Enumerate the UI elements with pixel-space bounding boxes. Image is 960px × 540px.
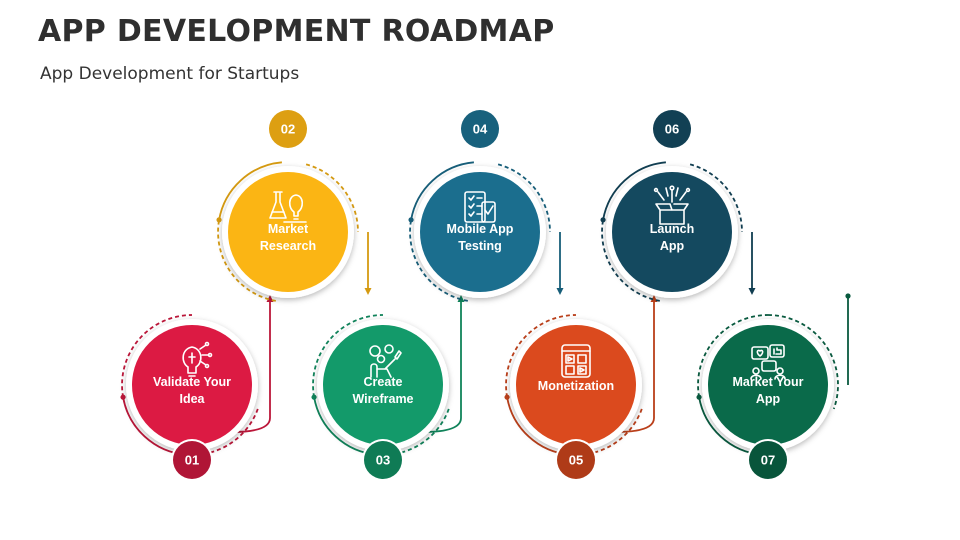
dashed-arc (767, 314, 839, 410)
step-label: Idea (179, 392, 205, 406)
step-02: Market Research 02 (222, 108, 354, 298)
arrow-head (364, 288, 372, 295)
step-label: Monetization (538, 379, 614, 393)
step-05: Monetization 05 (510, 319, 642, 481)
step-number: 06 (665, 122, 679, 137)
solid-arc (602, 161, 666, 220)
dashed-arc (305, 163, 359, 233)
arc-dot (120, 394, 126, 400)
step-circle (420, 172, 540, 292)
dashed-arc (497, 163, 551, 233)
dashed-arc (121, 314, 193, 398)
solid-arc (410, 161, 474, 220)
arc-dot (845, 293, 851, 299)
step-number-badge (557, 441, 595, 479)
page-title: APP DEVELOPMENT ROADMAP (38, 14, 555, 49)
social-media-icon (750, 344, 786, 380)
dashed-arc (588, 408, 643, 455)
arc-dot (600, 217, 606, 223)
step-number: 03 (376, 453, 390, 468)
step-number: 01 (185, 453, 199, 468)
arc-dot (696, 394, 702, 400)
dashed-arc (505, 314, 577, 398)
arc-dot (311, 394, 317, 400)
arrow-head (650, 295, 658, 302)
dashed-arc (395, 408, 450, 455)
arrow-head (748, 288, 756, 295)
step-label: Research (260, 239, 316, 253)
launch-box-icon (653, 185, 691, 225)
step-circle (708, 325, 828, 445)
step-circle (612, 172, 732, 292)
step-label: App (756, 392, 781, 406)
dashed-arc (697, 314, 769, 398)
arc-dot (504, 394, 510, 400)
step-04: Mobile App Testing 04 (414, 108, 546, 298)
step-label: Wireframe (352, 392, 413, 406)
step-number: 05 (569, 453, 583, 468)
step-circle (132, 325, 252, 445)
arc-dot (408, 217, 414, 223)
step-number: 04 (473, 122, 488, 137)
step-label: Testing (458, 239, 502, 253)
step-label: Mobile App (447, 222, 514, 236)
checklist-test-icon (464, 191, 496, 223)
page-subtitle: App Development for Startups (40, 64, 300, 84)
lab-flask-bulb-icon (269, 191, 307, 223)
step-number-badge (461, 110, 499, 148)
step-label: Create (364, 375, 403, 389)
step-label: Market Your (732, 375, 803, 389)
step-06: Launch App 06 (606, 108, 738, 298)
arc-dot (216, 217, 222, 223)
step-label: Market (268, 222, 309, 236)
dashed-arc (312, 314, 384, 398)
step-number: 07 (761, 453, 775, 468)
step-number-badge (173, 441, 211, 479)
step-03: Create Wireframe 03 (317, 319, 449, 481)
step-number-badge (269, 110, 307, 148)
dashed-arc (689, 163, 743, 233)
solid-arc (218, 161, 282, 220)
step-circle (228, 172, 348, 292)
step-04-connector (408, 161, 564, 302)
step-label: App (660, 239, 685, 253)
step-06-connector (600, 161, 756, 302)
step-circle (516, 325, 636, 445)
step-number: 02 (281, 122, 295, 137)
step-01: Validate Your Idea 01 (126, 319, 258, 481)
step-02-connector (216, 161, 372, 302)
step-label: Launch (650, 222, 694, 236)
lightbulb-circuit-icon (182, 341, 213, 377)
step-number-badge (653, 110, 691, 148)
step-number-badge (749, 441, 787, 479)
step-circle (323, 325, 443, 445)
arrow-head (266, 295, 274, 302)
arrow-head (556, 288, 564, 295)
ad-grid-icon (561, 344, 591, 378)
step-number-badge (364, 441, 402, 479)
step-label: Validate Your (153, 375, 231, 389)
designer-gears-icon (369, 344, 402, 378)
dashed-arc (204, 408, 259, 455)
step-07: Market Your App 07 (702, 319, 834, 481)
